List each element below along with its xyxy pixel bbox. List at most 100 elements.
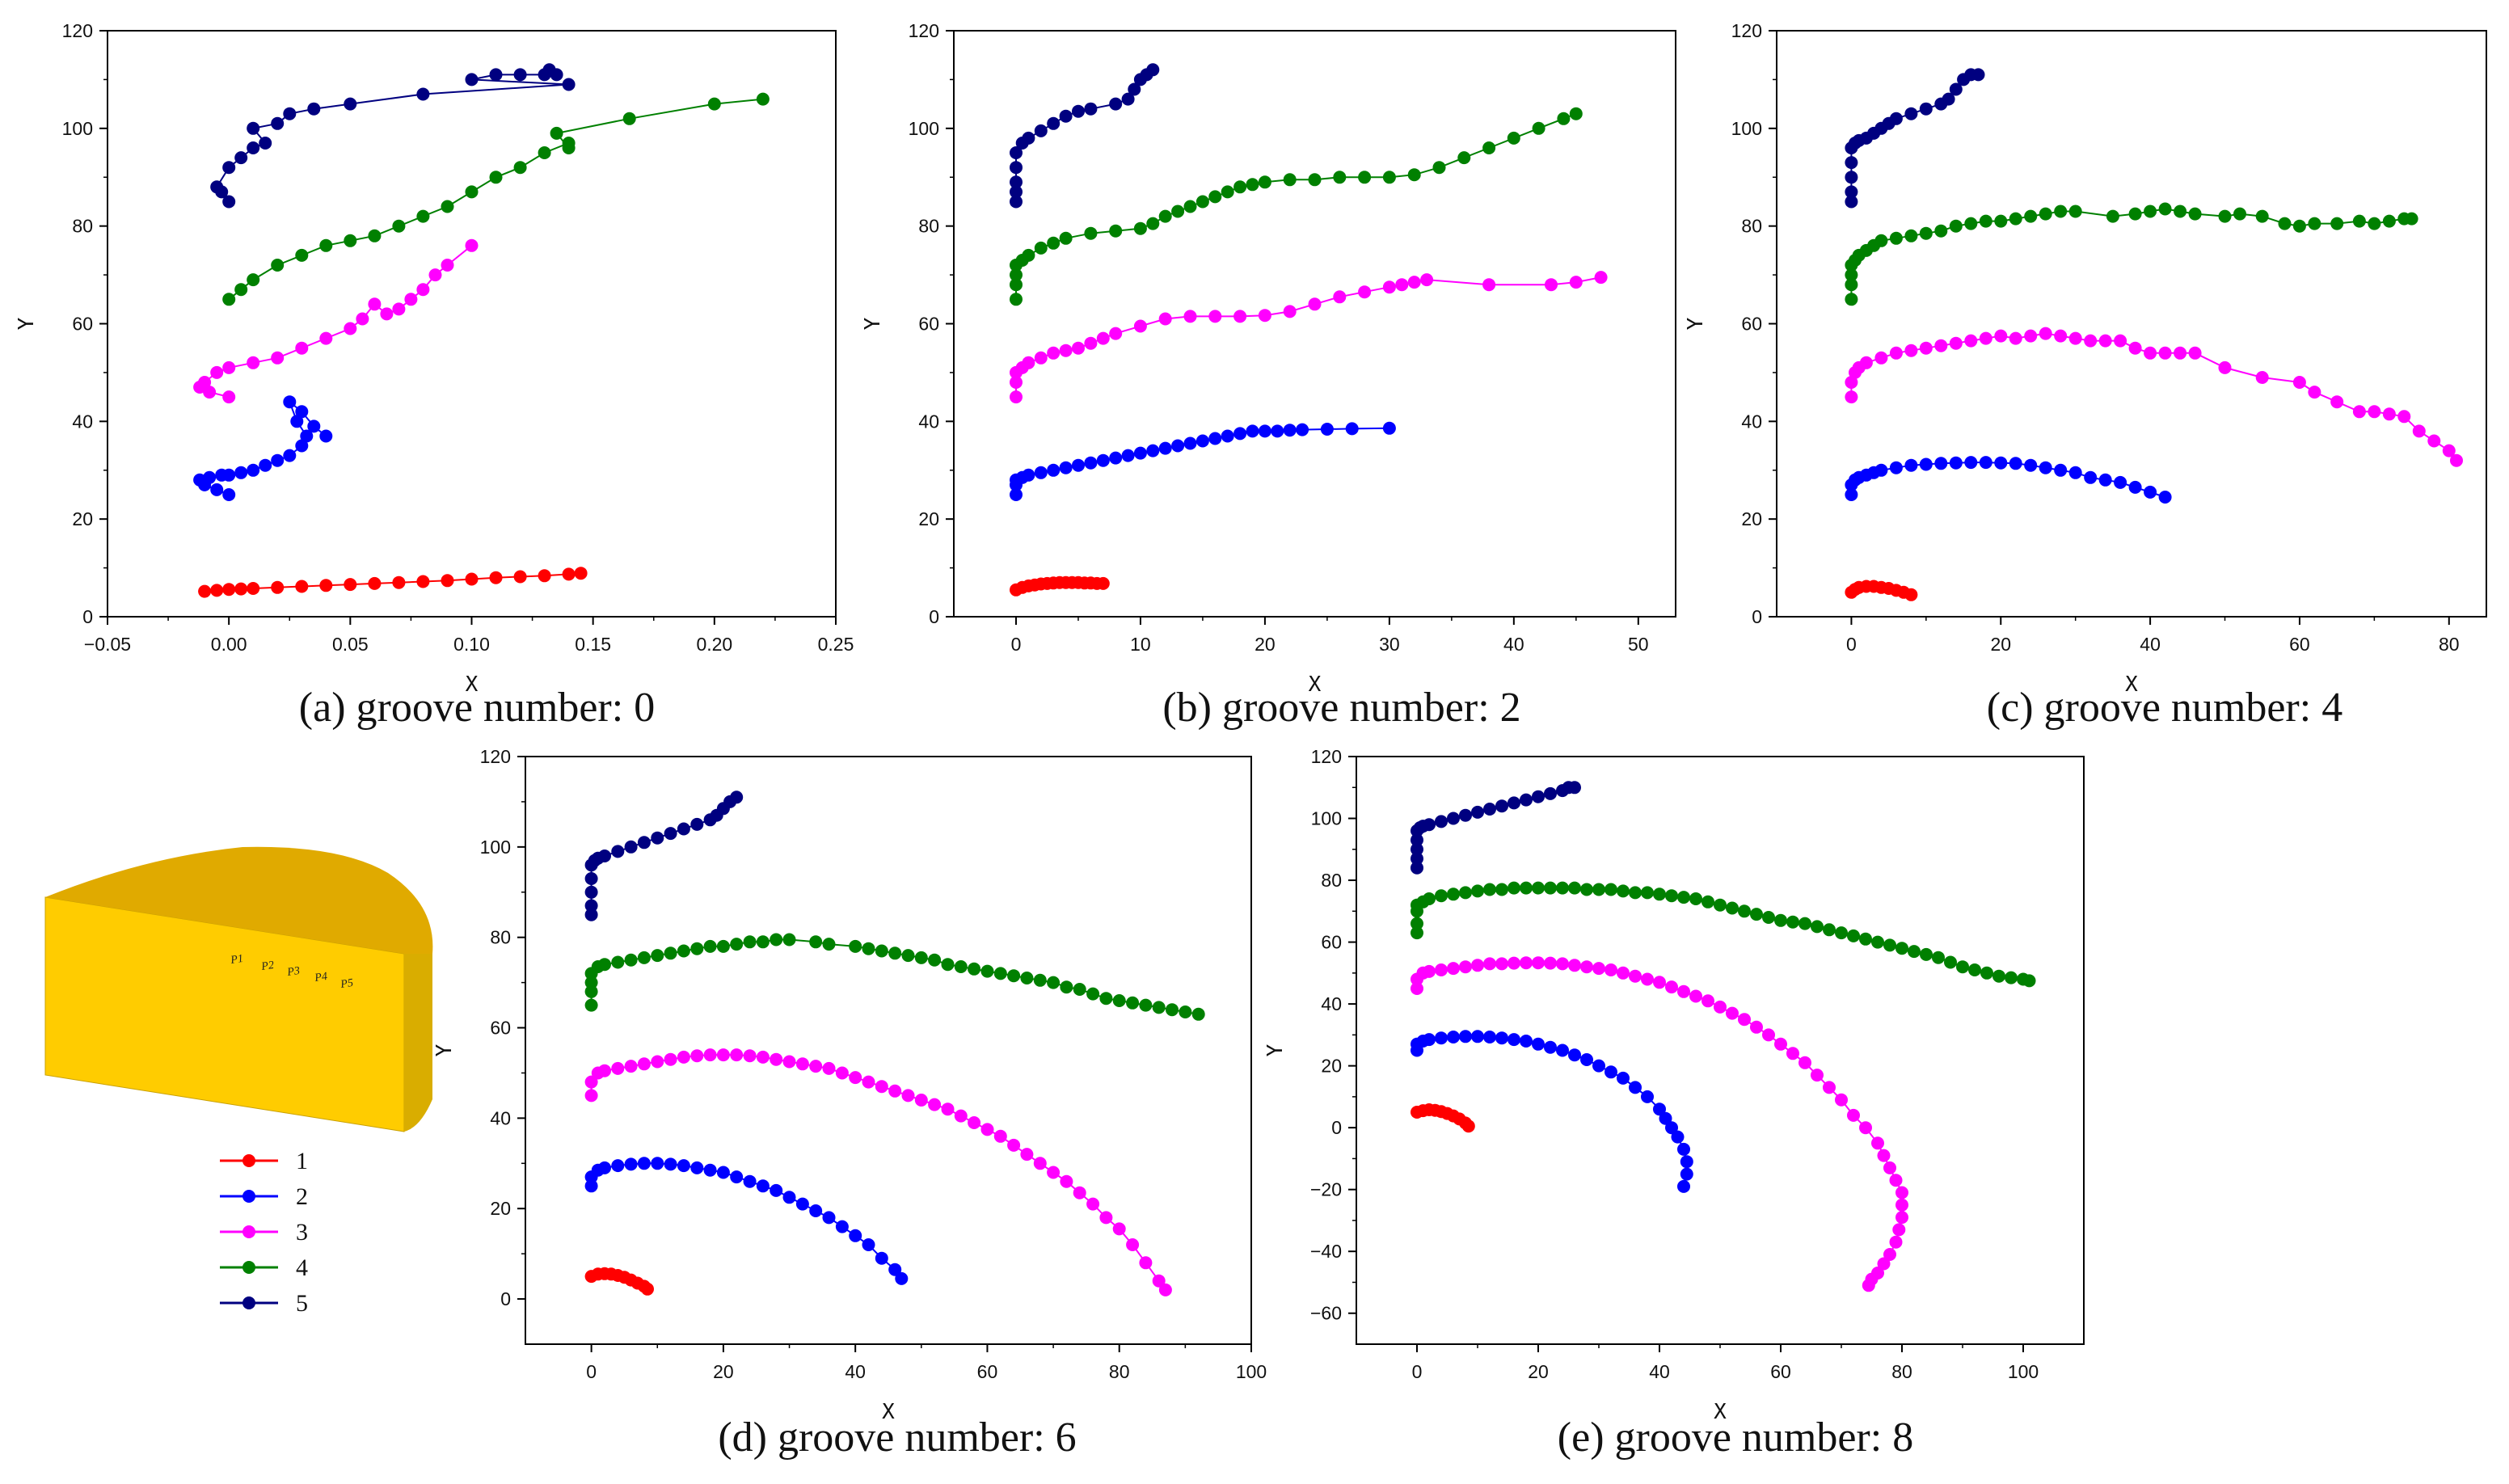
data-point <box>1411 926 1423 940</box>
series-line <box>228 98 763 301</box>
data-point <box>2308 386 2321 399</box>
data-point <box>954 960 968 973</box>
data-point <box>1889 1235 1903 1249</box>
data-point <box>2174 204 2187 218</box>
panel-caption: (a) groove number: 0 <box>299 685 655 731</box>
data-point <box>368 576 382 590</box>
legend-label: 3 <box>296 1219 308 1246</box>
data-point <box>247 356 260 369</box>
data-point <box>1904 588 1918 601</box>
data-point <box>465 238 479 252</box>
data-point <box>1459 960 1472 974</box>
y-tick-label: 20 <box>918 508 939 529</box>
legend-label: 1 <box>296 1148 308 1174</box>
data-point <box>2292 219 2306 233</box>
data-point <box>1874 234 1888 247</box>
data-point <box>1629 886 1642 900</box>
x-tick-label: 100 <box>2008 1361 2039 1382</box>
data-point <box>1874 463 1888 477</box>
panel-caption: (c) groove number: 4 <box>1987 685 2342 731</box>
data-point <box>835 1220 849 1233</box>
data-point <box>1022 468 1035 482</box>
series-4 <box>1010 107 1583 306</box>
series-5 <box>1411 781 1581 875</box>
data-point <box>1877 1257 1891 1271</box>
series-5 <box>1010 63 1160 209</box>
y-tick-label: 100 <box>909 118 939 139</box>
data-point <box>2255 209 2269 223</box>
data-point <box>1158 209 1172 223</box>
data-point <box>234 283 248 297</box>
data-point <box>1010 376 1023 389</box>
data-point <box>513 68 527 82</box>
series-line <box>1850 332 2457 462</box>
series-1 <box>584 1267 654 1296</box>
data-point <box>1689 892 1702 905</box>
data-point <box>1382 280 1396 294</box>
y-axis-title: Y <box>1684 317 1708 330</box>
data-point <box>1333 290 1347 304</box>
data-point <box>611 1061 625 1075</box>
data-point <box>1072 341 1085 355</box>
data-point <box>1532 881 1545 895</box>
data-point <box>542 63 556 77</box>
data-point <box>2278 217 2292 230</box>
data-point <box>1508 796 1520 810</box>
data-point <box>295 248 309 262</box>
data-point <box>1208 432 1222 445</box>
data-point <box>1411 982 1423 995</box>
data-point <box>2174 346 2187 360</box>
data-point <box>319 429 333 443</box>
y-tick-label: 20 <box>72 508 93 529</box>
data-point <box>1171 439 1185 453</box>
data-point <box>1435 1031 1448 1045</box>
data-point <box>862 1238 875 1251</box>
data-point <box>1423 964 1436 978</box>
x-tick-label: 0 <box>1412 1361 1423 1382</box>
data-point <box>611 845 625 858</box>
data-point <box>1507 131 1520 145</box>
data-point <box>1010 293 1023 306</box>
data-point <box>1258 424 1271 438</box>
data-point <box>513 161 527 175</box>
data-point <box>1471 1030 1484 1043</box>
data-point <box>1569 107 1583 120</box>
data-point <box>1671 1130 1685 1144</box>
data-point <box>1233 180 1247 194</box>
series-3 <box>1411 956 1908 1292</box>
data-point <box>271 259 285 272</box>
data-point <box>1099 1211 1113 1225</box>
y-axis-title: Y <box>861 317 885 330</box>
data-point <box>1580 1053 1593 1066</box>
data-point <box>1932 951 1945 964</box>
data-point <box>1738 1013 1751 1027</box>
data-point <box>2128 207 2142 221</box>
data-point <box>1823 1081 1836 1094</box>
data-point <box>1883 938 1896 952</box>
data-point <box>1010 161 1023 175</box>
data-point <box>1096 331 1110 345</box>
x-tick-label: 50 <box>1628 634 1649 655</box>
data-point <box>2039 207 2052 221</box>
data-point <box>2450 453 2463 467</box>
data-point <box>2158 491 2172 504</box>
legend: 1 2 3 4 5 <box>220 1148 308 1317</box>
data-point <box>1345 422 1359 436</box>
data-point <box>2188 346 2202 360</box>
data-point <box>716 939 730 953</box>
data-point <box>1166 1003 1179 1017</box>
data-point <box>716 1166 730 1179</box>
panel-a: −0.05 0.00 0.05 0.10 0.15 0.20 0.25 0 20 40 60 80 10… <box>15 20 854 731</box>
data-point <box>1992 969 2005 983</box>
data-point <box>875 944 888 958</box>
data-point <box>1845 390 1858 404</box>
data-point <box>283 449 297 462</box>
data-point <box>1919 457 1933 471</box>
data-point <box>2084 334 2098 348</box>
data-point <box>416 575 430 588</box>
data-point <box>1874 351 1888 365</box>
data-point <box>795 1197 809 1211</box>
data-point <box>1847 929 1860 942</box>
legend-marker <box>242 1190 255 1203</box>
data-point <box>2368 217 2381 230</box>
